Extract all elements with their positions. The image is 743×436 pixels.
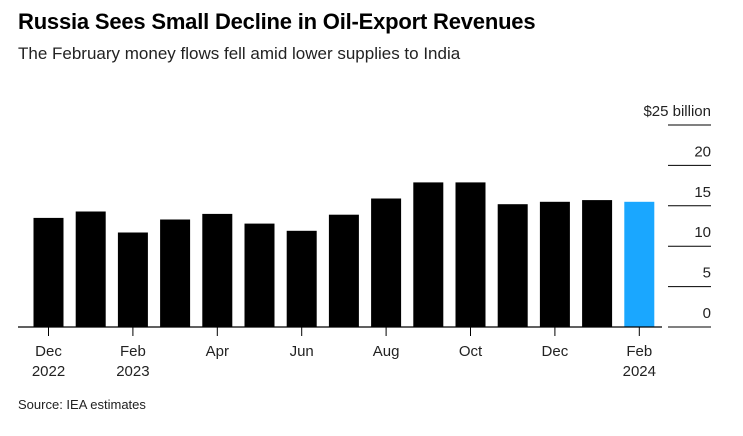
- bar-may-2023: [244, 223, 275, 327]
- bar-apr-2023: [202, 213, 233, 327]
- chart-title: Russia Sees Small Decline in Oil-Export …: [18, 9, 536, 34]
- y-tick-label-5: 5: [703, 265, 711, 282]
- bar-dec-2022: [33, 217, 64, 327]
- y-tick-label-10: 10: [694, 224, 711, 241]
- x-tick-year-0: 2022: [32, 363, 65, 380]
- bar-sep-2023: [413, 182, 444, 327]
- chart-subtitle: The February money flows fell amid lower…: [18, 44, 461, 63]
- bar-jan-2023: [75, 211, 106, 327]
- x-tick-label-10: Oct: [459, 343, 483, 360]
- bar-oct-2023: [455, 182, 486, 327]
- y-tick-label-25: $25 billion: [643, 103, 711, 120]
- x-tick-label-6: Jun: [290, 343, 314, 360]
- bar-dec-2023: [539, 201, 570, 327]
- x-tick-label-12: Dec: [542, 343, 569, 360]
- x-tick-label-2: Feb: [120, 343, 146, 360]
- y-tick-label-20: 20: [694, 143, 711, 160]
- bar-mar-2023: [160, 219, 191, 327]
- bar-nov-2023: [497, 204, 528, 327]
- bar-jul-2023: [328, 214, 359, 327]
- y-tick-label-0: 0: [703, 305, 711, 322]
- bar-jun-2023: [286, 230, 317, 327]
- x-tick-label-14: Feb: [626, 343, 652, 360]
- bar-feb-2023: [117, 232, 148, 327]
- bar-aug-2023: [371, 198, 402, 327]
- bar-jan-2024: [582, 200, 613, 327]
- y-tick-label-15: 15: [694, 184, 711, 201]
- bar-feb-2024: [624, 201, 655, 327]
- x-tick-year-2: 2023: [116, 363, 149, 380]
- x-tick-label-0: Dec: [35, 343, 62, 360]
- x-tick-label-4: Apr: [206, 343, 229, 360]
- source-note: Source: IEA estimates: [18, 397, 146, 412]
- x-tick-year-14: 2024: [623, 363, 656, 380]
- x-tick-label-8: Aug: [373, 343, 400, 360]
